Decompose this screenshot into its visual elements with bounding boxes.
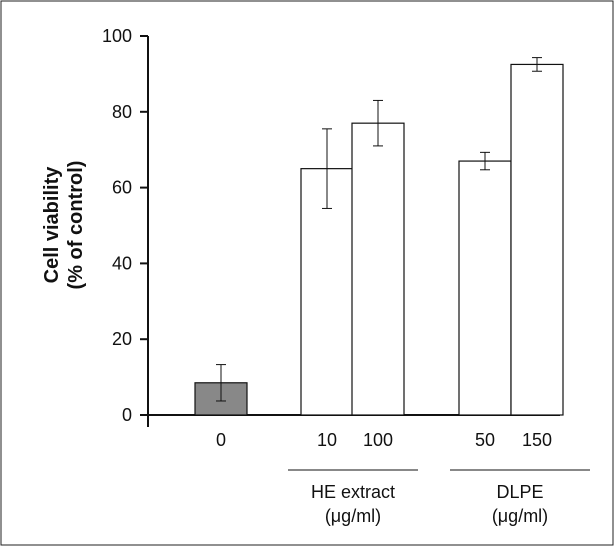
y-tick-label: 80 [112, 102, 132, 122]
bar-10 [300, 168, 354, 416]
x-tick-label: 100 [363, 430, 393, 450]
y-axis-label-line: Cell viability [41, 166, 63, 284]
x-tick-label: 10 [317, 430, 337, 450]
bar-100 [351, 122, 405, 416]
bar-50 [458, 160, 512, 416]
x-tick-label: 50 [475, 430, 495, 450]
y-tick-label: 60 [112, 178, 132, 198]
group-label: (μg/ml) [492, 506, 548, 526]
y-tick-label: 100 [102, 26, 132, 46]
y-tick-label: 20 [112, 329, 132, 349]
y-axis-label: Cell viability (% of control) [41, 161, 87, 290]
group-label: (μg/ml) [325, 506, 381, 526]
bars-layer [194, 57, 564, 416]
y-tick-label: 0 [122, 405, 132, 425]
x-tick-label: 150 [522, 430, 552, 450]
bar-150 [510, 63, 564, 416]
x-tick-label: 0 [216, 430, 226, 450]
y-tick-label: 40 [112, 253, 132, 273]
group-label: HE extract [311, 482, 395, 502]
group-label: DLPE [496, 482, 543, 502]
y-axis-label-line: (% of control) [65, 161, 87, 290]
